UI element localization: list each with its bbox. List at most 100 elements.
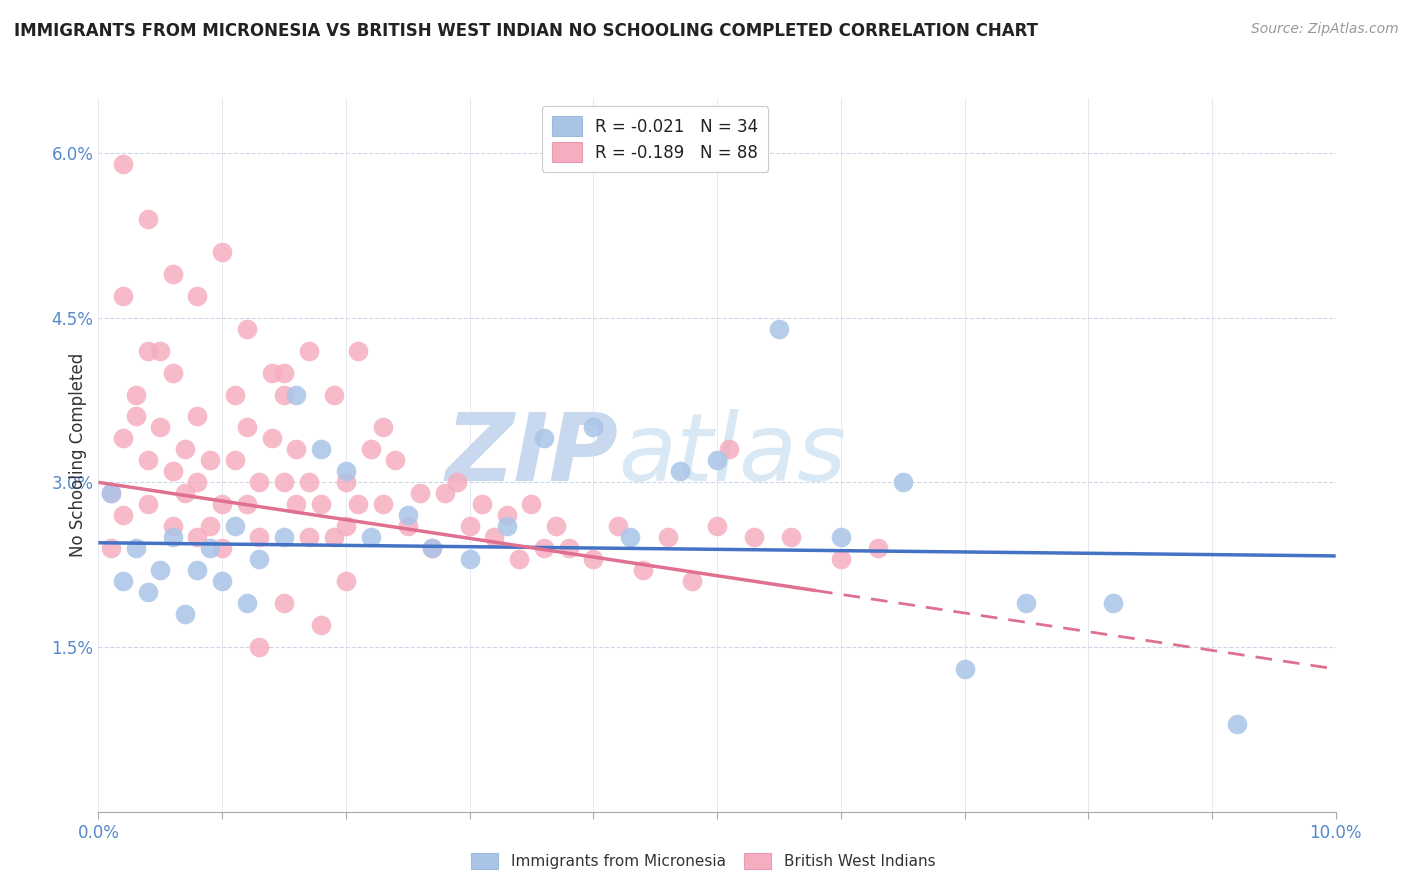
Point [322,530,344,544]
Text: IMMIGRANTS FROM MICRONESIA VS BRITISH WEST INDIAN NO SCHOOLING COMPLETED CORRELA: IMMIGRANTS FROM MICRONESIA VS BRITISH WE… [14,22,1038,40]
Point [458,519,481,533]
Point [384,453,406,467]
Point [396,508,419,523]
Point [198,519,221,533]
Point [1015,596,1038,610]
Point [1226,717,1249,731]
Point [112,289,135,303]
Point [495,519,517,533]
Point [224,519,246,533]
Point [533,432,555,446]
Point [186,475,208,490]
Point [657,530,679,544]
Point [742,530,765,544]
Point [830,552,852,566]
Point [186,409,208,424]
Point [484,530,506,544]
Point [396,519,419,533]
Point [186,289,208,303]
Point [309,442,332,457]
Point [422,541,444,556]
Point [162,267,184,281]
Point [247,640,270,654]
Point [718,442,741,457]
Point [335,519,357,533]
Point [162,519,184,533]
Point [360,442,382,457]
Point [186,530,208,544]
Point [211,574,233,589]
Point [136,497,159,511]
Point [322,387,344,401]
Point [409,486,432,500]
Y-axis label: No Schooling Completed: No Schooling Completed [69,353,87,557]
Point [335,475,357,490]
Point [546,519,568,533]
Point [136,585,159,599]
Point [347,343,370,358]
Point [162,366,184,380]
Point [298,475,321,490]
Point [298,530,321,544]
Point [236,321,259,335]
Point [780,530,803,544]
Point [174,486,197,500]
Point [706,519,728,533]
Point [273,475,295,490]
Point [335,464,357,478]
Point [446,475,468,490]
Point [162,530,184,544]
Point [100,541,122,556]
Point [309,618,332,632]
Point [360,530,382,544]
Point [112,157,135,171]
Point [347,497,370,511]
Point [607,519,630,533]
Point [236,596,259,610]
Point [433,486,456,500]
Point [582,420,605,434]
Point [471,497,494,511]
Point [224,453,246,467]
Point [681,574,703,589]
Point [236,420,259,434]
Point [582,552,605,566]
Text: ZIP: ZIP [446,409,619,501]
Point [458,552,481,566]
Legend: R = -0.021   N = 34, R = -0.189   N = 88: R = -0.021 N = 34, R = -0.189 N = 88 [541,106,769,171]
Point [100,486,122,500]
Point [260,366,283,380]
Point [273,530,295,544]
Point [211,541,233,556]
Point [124,409,146,424]
Point [162,464,184,478]
Point [273,366,295,380]
Point [619,530,641,544]
Point [112,574,135,589]
Point [100,486,122,500]
Point [136,211,159,226]
Point [273,596,295,610]
Point [706,453,728,467]
Point [309,497,332,511]
Point [891,475,914,490]
Text: Source: ZipAtlas.com: Source: ZipAtlas.com [1251,22,1399,37]
Point [768,321,790,335]
Point [335,574,357,589]
Point [285,497,308,511]
Point [186,563,208,577]
Point [124,541,146,556]
Point [124,387,146,401]
Point [136,453,159,467]
Point [495,508,517,523]
Legend: Immigrants from Micronesia, British West Indians: Immigrants from Micronesia, British West… [465,847,941,875]
Point [211,497,233,511]
Point [224,387,246,401]
Point [174,442,197,457]
Point [198,453,221,467]
Point [247,475,270,490]
Point [285,387,308,401]
Point [198,541,221,556]
Point [520,497,543,511]
Point [247,552,270,566]
